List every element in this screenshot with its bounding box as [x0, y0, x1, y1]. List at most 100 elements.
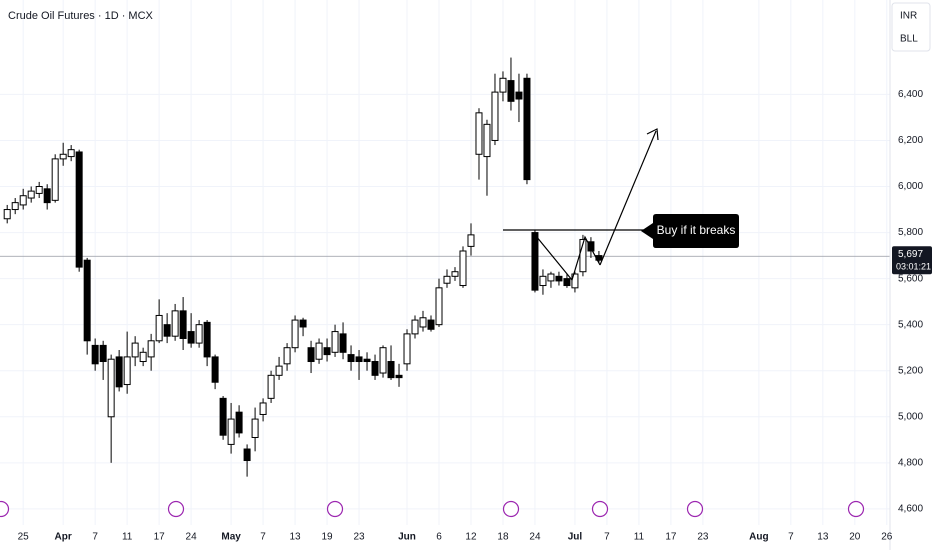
candle-body [59, 153, 67, 160]
callout [641, 214, 739, 248]
candle-body [195, 324, 203, 344]
candle-body [315, 342, 323, 360]
candle-body [555, 275, 563, 282]
event-icons [0, 500, 865, 518]
y-tick-label: 5,000 [898, 411, 923, 422]
unit-box [891, 2, 931, 52]
candle-body [523, 77, 531, 181]
candle-body [347, 354, 355, 363]
candle-body [51, 158, 59, 201]
candle-body [459, 250, 467, 287]
candle-body [331, 331, 339, 353]
candle-body [355, 356, 363, 363]
candle-body [83, 259, 91, 342]
candle-body [99, 344, 107, 363]
x-tick-label: 24 [529, 532, 541, 543]
x-tick-label: 13 [817, 532, 829, 543]
x-tick-label: 25 [18, 532, 30, 543]
x-tick-label: 20 [849, 532, 861, 543]
candle-body [475, 112, 483, 155]
candle-body [107, 358, 115, 418]
candle-body [187, 331, 195, 344]
candle-body [443, 275, 451, 284]
candle-body [35, 186, 43, 194]
candle-body [67, 149, 75, 158]
event-icon [591, 500, 609, 518]
candle-body [467, 234, 475, 247]
x-tick-label: Apr [55, 532, 72, 543]
candle-body [43, 188, 51, 204]
candle-body [219, 397, 227, 436]
event-icon [326, 500, 344, 518]
candle-body [515, 91, 523, 100]
candle-body [19, 195, 27, 206]
x-tick-label: Jul [568, 532, 583, 543]
candle-body [147, 340, 155, 358]
unit: BLL [900, 34, 918, 45]
candle-body [227, 418, 235, 445]
event-icon [686, 500, 704, 518]
candle-body [155, 314, 163, 342]
candle-body [531, 232, 539, 291]
candle-body [275, 365, 283, 376]
candle-body [491, 91, 499, 141]
x-tick-label: 17 [154, 532, 166, 543]
arrow-head [646, 128, 659, 141]
candles [3, 57, 603, 477]
x-tick-label: 7 [604, 532, 610, 543]
candle-body [139, 351, 147, 363]
candle-body [163, 324, 171, 337]
y-tick-label: 5,600 [898, 273, 923, 284]
candle-body [387, 361, 395, 379]
candle-body [307, 347, 315, 363]
candle-body [411, 319, 419, 335]
candle-body [563, 278, 571, 287]
pattern-line [535, 235, 601, 282]
x-tick-label: 24 [186, 532, 198, 543]
candle-body [11, 202, 19, 211]
x-tick-label: 11 [634, 532, 645, 543]
last-price-box [892, 246, 932, 275]
y-tick-label: 6,200 [898, 135, 923, 146]
y-tick-label: 4,600 [898, 504, 923, 515]
x-tick-label: May [221, 532, 241, 543]
x-tick-label: 7 [92, 532, 98, 543]
candle-body [171, 310, 179, 337]
candle-body [131, 342, 139, 358]
arrow-line [599, 130, 657, 266]
candle-body [371, 361, 379, 376]
chart-title: Crude Oil Futures · 1D · MCX [8, 10, 154, 22]
candle-body [235, 411, 243, 434]
candle-body [483, 123, 491, 158]
x-tick-label: 7 [788, 532, 794, 543]
candle-body [323, 347, 331, 356]
x-tick-label: 17 [665, 532, 677, 543]
candle-body [115, 356, 123, 388]
axes: 4,600 4,800 5,000 5,200 5,400 5,600 5,800 6,000… [18, 89, 932, 543]
event-icon [0, 500, 10, 518]
x-tick-label: 19 [321, 532, 333, 543]
candle-body [267, 374, 275, 399]
x-tick-label: 12 [465, 532, 477, 543]
candle-body [3, 209, 11, 220]
candle-body [251, 418, 259, 439]
candle-body [507, 80, 515, 102]
x-tick-label: 13 [290, 532, 302, 543]
candle-body [451, 271, 459, 277]
candle-body [571, 273, 579, 289]
event-icon [847, 500, 865, 518]
candle-body [27, 190, 35, 199]
x-tick-label: 23 [697, 532, 709, 543]
candle-body [547, 273, 555, 282]
candle-body [427, 319, 435, 330]
candle-body [283, 347, 291, 365]
y-tick-label: 6,400 [898, 89, 923, 100]
candle-body [75, 151, 83, 268]
candle-body [379, 347, 387, 374]
candle-body [419, 317, 427, 328]
event-icon [502, 500, 520, 518]
y-tick-label: 4,800 [898, 457, 923, 468]
candle-body [403, 333, 411, 365]
candle-body [363, 358, 371, 363]
